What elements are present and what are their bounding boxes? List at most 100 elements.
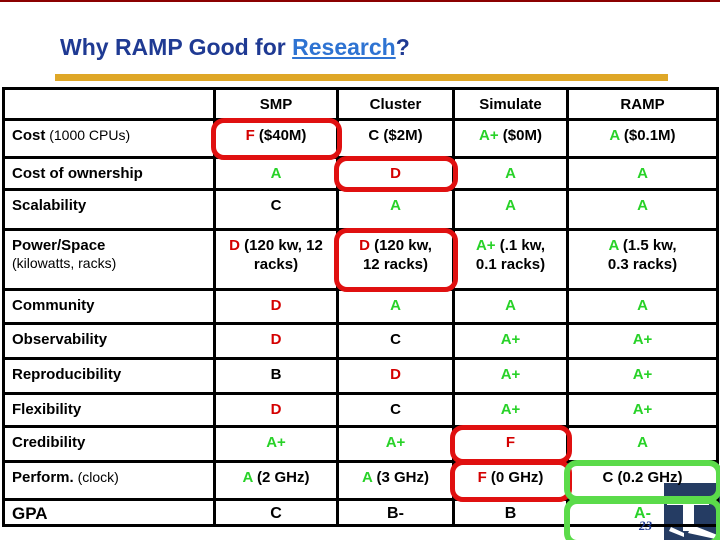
page-number: 23 bbox=[639, 518, 652, 533]
grade-value: B bbox=[504, 505, 517, 522]
grade-value: F bbox=[505, 434, 516, 451]
header-row: SMP Cluster Simulate RAMP bbox=[2, 87, 719, 121]
grade-cell: A bbox=[566, 425, 719, 463]
grade-value: C bbox=[368, 127, 380, 144]
grade-cell: A bbox=[336, 188, 455, 231]
grade-value: A bbox=[505, 165, 516, 182]
grade-cell: B bbox=[452, 497, 569, 528]
grade-value: D bbox=[229, 237, 240, 254]
grade-cell: A (3 GHz) bbox=[336, 460, 455, 501]
grade-cell: D (120 kw, 12 racks) bbox=[213, 228, 339, 291]
grade-value: A bbox=[637, 297, 648, 314]
row-label: Perform. (clock) bbox=[2, 460, 216, 501]
grade-value: D bbox=[359, 237, 370, 254]
grade-value: A bbox=[609, 127, 620, 144]
row-label: Power/Space (kilowatts, racks) bbox=[2, 228, 216, 291]
grade-value: D bbox=[270, 401, 282, 418]
grade-cell: A+ bbox=[213, 425, 339, 463]
grade-cell: C bbox=[336, 322, 455, 360]
grade-cell: C ($2M) bbox=[336, 118, 455, 159]
grade-cell: B bbox=[213, 357, 339, 395]
grade-cell: A+ (.1 kw, 0.1 racks) bbox=[452, 228, 569, 291]
grade-value: A bbox=[505, 197, 516, 214]
grade-cell: F (0 GHz) bbox=[452, 460, 569, 501]
title-underline-bar bbox=[55, 74, 668, 81]
grade-value: A+ bbox=[479, 127, 499, 144]
grade-value: A+ bbox=[500, 401, 521, 418]
page-title: Why RAMP Good for Research? bbox=[60, 34, 410, 61]
grade-value: D bbox=[390, 366, 401, 383]
row-label: Flexibility bbox=[2, 392, 216, 428]
grade-value: A bbox=[270, 165, 282, 182]
grade-value: A+ bbox=[475, 237, 496, 254]
grade-value: A- bbox=[634, 505, 651, 522]
grade-cell: D (120 kw, 12 racks) bbox=[336, 228, 455, 291]
grade-cell: A ($0.1M) bbox=[566, 118, 719, 159]
grade-value: A+ bbox=[500, 366, 521, 383]
row-label: Cost (1000 CPUs) bbox=[2, 118, 216, 159]
grade-cell: C bbox=[213, 497, 339, 528]
grade-value: C bbox=[602, 469, 614, 486]
table-row: Cost of ownership A D A A bbox=[2, 156, 719, 191]
table-row: Reproducibility B D A+ A+ bbox=[2, 357, 719, 395]
grade-value: A bbox=[608, 237, 619, 254]
top-accent-line bbox=[0, 0, 720, 2]
grade-cell: B- bbox=[336, 497, 455, 528]
grade-value: C bbox=[270, 505, 282, 522]
grade-cell: D bbox=[213, 322, 339, 360]
grade-cell: A bbox=[566, 288, 719, 325]
table-row: Perform. (clock) A (2 GHz) A (3 GHz) F (0 G… bbox=[2, 460, 719, 501]
grade-value: A bbox=[505, 297, 516, 314]
grade-cell: D bbox=[213, 392, 339, 428]
table-row: GPA C B- B A- bbox=[2, 497, 719, 528]
grade-cell: A+ bbox=[566, 392, 719, 428]
grade-cell: A+ bbox=[566, 357, 719, 395]
grade-cell: A (2 GHz) bbox=[213, 460, 339, 501]
column-header-simulate: Simulate bbox=[452, 87, 569, 121]
grade-cell: A bbox=[452, 156, 569, 191]
grade-value: F bbox=[477, 469, 487, 486]
row-label: Observability bbox=[2, 322, 216, 360]
table-row: Power/Space (kilowatts, racks) D (120 kw, … bbox=[2, 228, 719, 291]
grade-value: A bbox=[242, 469, 253, 486]
row-label: GPA bbox=[2, 497, 216, 528]
grade-cell: F bbox=[452, 425, 569, 463]
table-row: Scalability C A A A bbox=[2, 188, 719, 231]
column-header-ramp: RAMP bbox=[566, 87, 719, 121]
grade-value: A bbox=[390, 197, 401, 214]
row-label: Reproducibility bbox=[2, 357, 216, 395]
grade-value: B bbox=[270, 366, 282, 383]
grade-value: D bbox=[270, 331, 282, 348]
grade-cell: F ($40M) bbox=[213, 118, 339, 159]
grade-cell: A+ bbox=[452, 322, 569, 360]
grade-value: A+ bbox=[385, 434, 406, 451]
grade-value: C bbox=[390, 401, 401, 418]
corner-cell bbox=[2, 87, 216, 121]
grade-value: B- bbox=[387, 505, 404, 522]
grade-cell: C bbox=[336, 392, 455, 428]
column-header-smp: SMP bbox=[213, 87, 339, 121]
grade-value: A+ bbox=[632, 366, 653, 383]
title-prefix: Why RAMP Good for bbox=[60, 34, 293, 60]
grade-cell: A+ bbox=[452, 357, 569, 395]
grade-value: F bbox=[245, 127, 255, 144]
comparison-table: SMP Cluster Simulate RAMP Cost (1000 CPUs) F … bbox=[2, 87, 719, 528]
grade-cell: A+ ($0M) bbox=[452, 118, 569, 159]
grade-cell: A bbox=[336, 288, 455, 325]
grade-value: A bbox=[362, 469, 373, 486]
grade-value: D bbox=[270, 297, 282, 314]
row-label: Cost of ownership bbox=[2, 156, 216, 191]
grade-value: A bbox=[637, 434, 648, 451]
grade-cell: A bbox=[452, 288, 569, 325]
grade-value: A bbox=[390, 297, 401, 314]
title-research-link[interactable]: Research bbox=[292, 34, 396, 60]
table-row: Cost (1000 CPUs) F ($40M) C ($2M) A+ ($0M) A… bbox=[2, 118, 719, 159]
grade-value: D bbox=[390, 165, 401, 182]
column-header-cluster: Cluster bbox=[336, 87, 455, 121]
grade-cell: C bbox=[213, 188, 339, 231]
grade-cell: A+ bbox=[566, 322, 719, 360]
grade-cell: A+ bbox=[452, 392, 569, 428]
row-label: Scalability bbox=[2, 188, 216, 231]
row-label: Community bbox=[2, 288, 216, 325]
grade-cell: A bbox=[566, 156, 719, 191]
